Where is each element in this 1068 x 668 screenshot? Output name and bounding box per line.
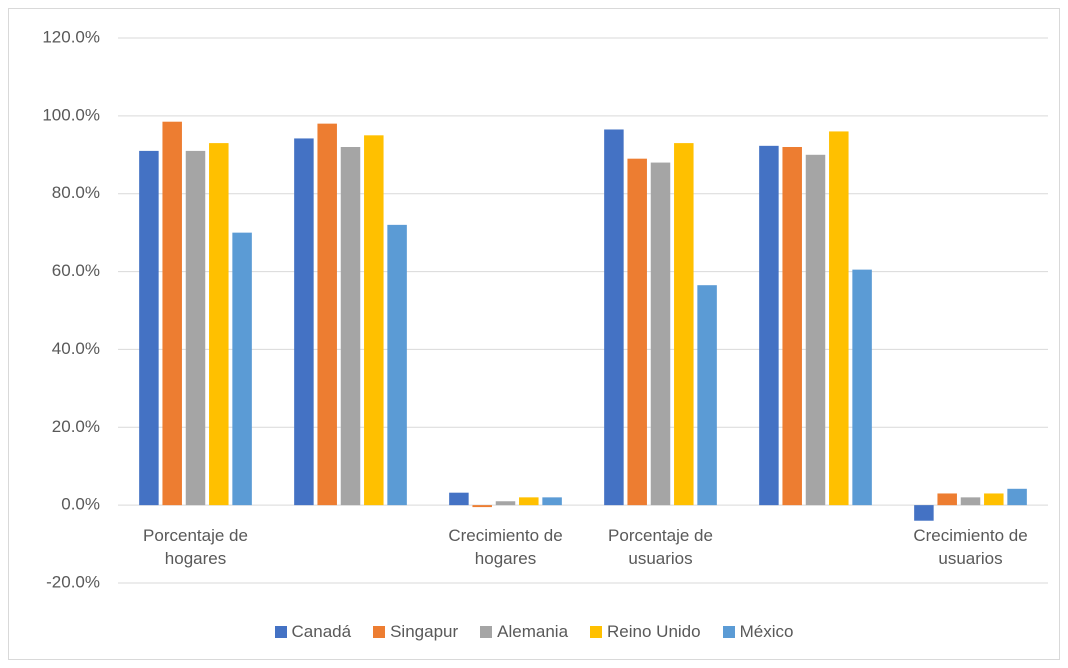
bar: [209, 143, 229, 506]
legend-swatch: [590, 626, 603, 638]
bar: [937, 493, 957, 506]
bar: [650, 162, 671, 506]
legend-label: Canadá: [291, 622, 352, 641]
legend-swatch: [480, 626, 493, 638]
x-tick-label: Porcentaje de usuarios: [608, 526, 713, 568]
bar: [782, 147, 802, 506]
y-tick-label: 20.0%: [52, 417, 100, 436]
legend-label: Alemania: [497, 622, 569, 641]
bar: [317, 123, 337, 506]
y-tick-label: 0.0%: [61, 495, 100, 514]
legend-swatch: [274, 626, 287, 638]
bar: [1007, 488, 1027, 506]
y-tick-label: 40.0%: [52, 339, 100, 358]
legend-swatch: [722, 626, 735, 638]
legend-item: Alemania: [480, 622, 568, 642]
bar: [449, 492, 469, 506]
bar: [697, 285, 717, 506]
bar: [627, 158, 647, 506]
bar: [960, 497, 981, 506]
bar: [387, 224, 407, 506]
legend-label: México: [739, 622, 794, 641]
bar: [495, 501, 516, 506]
bar: [984, 493, 1004, 506]
bar: [340, 147, 361, 506]
bar: [185, 150, 206, 506]
legend-label: Reino Unido: [607, 622, 701, 641]
bar: [914, 505, 934, 521]
bar: [604, 129, 624, 506]
bar: [805, 154, 826, 506]
legend-swatch: [373, 626, 386, 638]
legend-item: Canadá: [274, 622, 352, 642]
legend-item: Reino Unido: [590, 622, 701, 642]
bar: [759, 145, 779, 506]
legend-item: México: [722, 622, 794, 642]
bar: [852, 269, 872, 506]
x-tick-label: Porcentaje de hogares: [143, 526, 248, 568]
y-tick-label: 80.0%: [52, 183, 100, 202]
bar: [294, 138, 314, 506]
bar: [519, 497, 539, 506]
y-tick-label: 60.0%: [52, 261, 100, 280]
bar: [674, 143, 694, 506]
x-tick-label: Crecimiento de hogares: [448, 526, 563, 568]
legend: Canadá Singapur Alemania Reino Unido México: [0, 622, 1068, 642]
bar: [542, 497, 562, 506]
x-tick-label: Crecimiento de usuarios: [913, 526, 1028, 568]
legend-label: Singapur: [390, 622, 459, 641]
bar: [829, 131, 849, 506]
legend-item: Singapur: [373, 622, 458, 642]
chart-border: [8, 8, 1060, 660]
y-tick-label: 120.0%: [42, 27, 100, 46]
bar: [232, 232, 252, 506]
bar: [139, 150, 159, 506]
bar: [162, 121, 182, 506]
bar: [472, 505, 492, 508]
y-tick-label: 100.0%: [42, 105, 100, 124]
y-tick-label: -20.0%: [46, 572, 100, 591]
bar: [364, 135, 384, 506]
